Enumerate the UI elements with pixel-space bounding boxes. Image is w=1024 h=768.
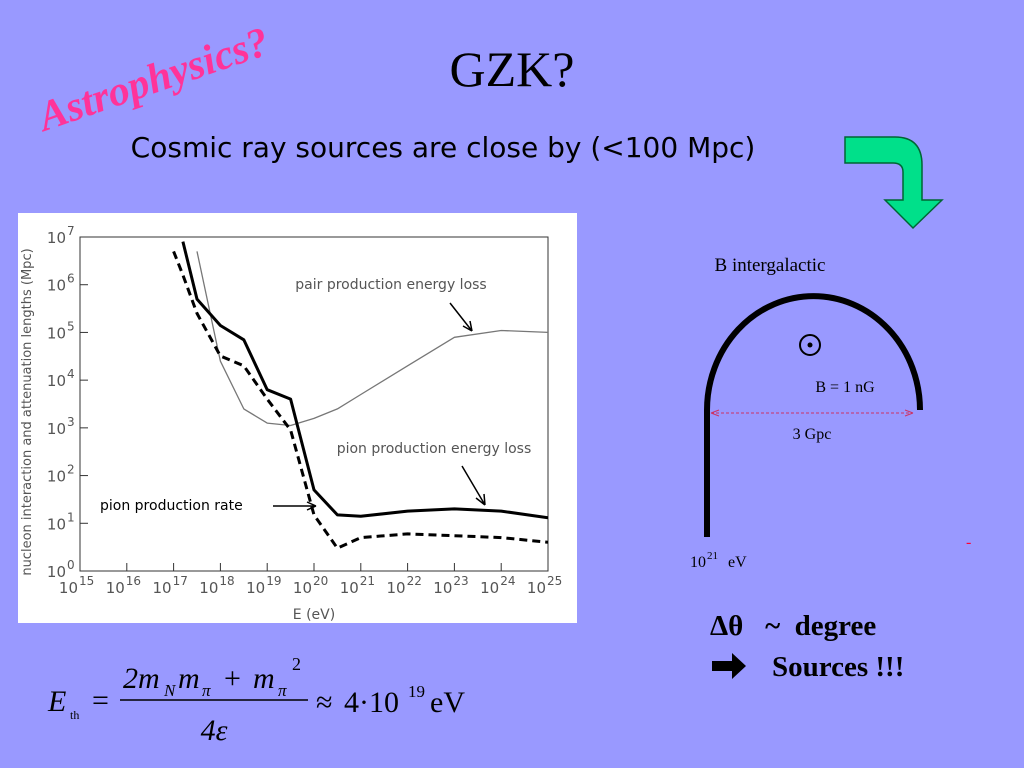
formula-part: π — [278, 681, 287, 700]
y-axis-label: nucleon interaction and attenuation leng… — [20, 248, 35, 575]
x-tick-sup: 22 — [407, 574, 422, 588]
field-symbol-dot — [807, 342, 813, 348]
slide-subtitle: Cosmic ray sources are close by (<100 Mp… — [131, 131, 756, 164]
x-tick-sup: 15 — [79, 574, 94, 588]
x-tick-sup: 25 — [547, 574, 562, 588]
series-label: pion production energy loss — [337, 441, 532, 457]
y-tick-label: 10 — [47, 563, 66, 581]
x-tick-label: 10 — [293, 579, 312, 597]
y-tick-sup: 5 — [67, 319, 75, 333]
series-line — [181, 241, 548, 520]
series-line — [172, 250, 548, 550]
annotation-arrow — [461, 465, 486, 506]
energy-exp: 21 — [707, 550, 718, 562]
slide-tag: Astrophysics? — [30, 19, 275, 142]
field-symbol — [799, 334, 821, 356]
x-tick-sup: 23 — [453, 574, 468, 588]
x-tick-sup: 20 — [313, 574, 328, 588]
y-tick-sup: 3 — [67, 415, 75, 429]
x-tick-sup: 16 — [126, 574, 141, 588]
energy-base: 10 — [690, 554, 706, 571]
x-tick-label: 10 — [199, 579, 218, 597]
formula-part: E — [47, 685, 66, 718]
mark: - — [966, 534, 971, 551]
size-arrowheads — [710, 409, 914, 417]
y-tick-sup: 7 — [67, 224, 75, 238]
chart: 10 15 10 16 10 17 10 18 10 19 10 20 10 21 10 22 10 23 10 24… — [20, 224, 562, 623]
formula-part: 4ε — [201, 714, 228, 747]
annotation-arrow — [273, 501, 317, 511]
y-tick-label: 10 — [47, 420, 66, 438]
formula-part: + — [224, 662, 241, 695]
y-tick-sup: 2 — [67, 463, 75, 477]
y-tick-label: 10 — [47, 324, 66, 342]
x-tick-sup: 18 — [219, 574, 234, 588]
formula: E th = 2m N m π + m π 2 4ε ≈ 4·10 19 eV — [47, 654, 465, 747]
formula-part: = — [92, 684, 109, 717]
y-tick-label: 10 — [47, 229, 66, 247]
bullet-arrow — [712, 653, 746, 679]
y-tick-sup: 0 — [67, 558, 75, 572]
series-label: pion production rate — [100, 498, 243, 514]
formula-part: m — [253, 662, 275, 695]
x-tick-label: 10 — [340, 579, 359, 597]
series-label: pair production energy loss — [295, 277, 486, 293]
formula-part: N — [163, 681, 177, 700]
y-tick-label: 10 — [47, 277, 66, 295]
x-tick-label: 10 — [433, 579, 452, 597]
x-tick-label: 10 — [153, 579, 172, 597]
x-tick-label: 10 — [387, 579, 406, 597]
x-tick-label: 10 — [527, 579, 546, 597]
size-label: 3 Gpc — [793, 426, 832, 443]
chart-panel — [18, 213, 577, 623]
slide-title: GZK? — [450, 41, 575, 97]
y-tick-sup: 1 — [67, 510, 75, 524]
trajectory — [704, 293, 923, 537]
formula-part: π — [202, 681, 211, 700]
y-tick-label: 10 — [47, 468, 66, 486]
bullet: Δθ ~ degree — [710, 610, 876, 642]
label-box — [94, 492, 266, 516]
formula-part: m — [178, 662, 200, 695]
x-tick-label: 10 — [106, 579, 125, 597]
y-tick-label: 10 — [47, 515, 66, 533]
formula-part: 4·10 — [344, 686, 399, 719]
x-tick-label: 10 — [480, 579, 499, 597]
y-tick-sup: 4 — [67, 367, 75, 381]
bullet: Sources !!! — [772, 651, 904, 683]
formula-part: ≈ — [316, 686, 332, 719]
y-tick-label: 10 — [47, 372, 66, 390]
series-line — [196, 251, 548, 427]
strength-label: B = 1 nG — [815, 379, 875, 396]
energy-unit: eV — [728, 554, 747, 571]
formula-part: 19 — [408, 682, 425, 701]
formula-part: th — [70, 708, 79, 722]
annotation-arrow — [449, 302, 473, 332]
x-tick-sup: 17 — [173, 574, 188, 588]
field-label: B intergalactic — [715, 255, 826, 276]
formula-part: 2m — [123, 662, 160, 695]
formula-part: 2 — [292, 654, 301, 674]
x-tick-sup: 19 — [266, 574, 281, 588]
formula-part: eV — [430, 686, 465, 719]
x-tick-sup: 24 — [500, 574, 515, 588]
x-tick-label: 10 — [246, 579, 265, 597]
y-tick-sup: 6 — [67, 272, 75, 286]
arrow-icon — [844, 136, 944, 230]
x-axis-label: E (eV) — [293, 607, 335, 623]
x-tick-label: 10 — [59, 579, 78, 597]
x-tick-sup: 21 — [360, 574, 375, 588]
